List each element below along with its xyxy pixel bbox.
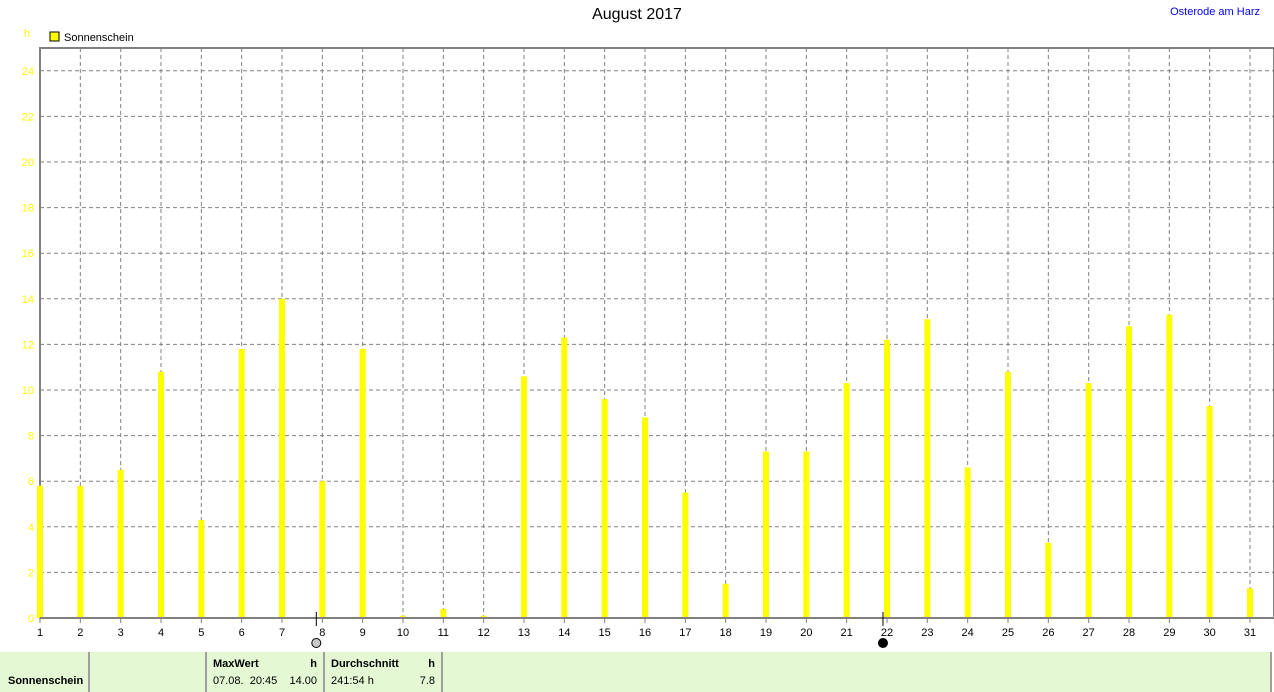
x-tick-label: 5 bbox=[198, 627, 204, 639]
x-tick-label: 29 bbox=[1163, 627, 1175, 639]
y-tick-label: 14 bbox=[22, 294, 34, 306]
x-tick-label: 22 bbox=[881, 627, 893, 639]
bar-day-10 bbox=[400, 615, 406, 618]
y-tick-label: 20 bbox=[22, 157, 34, 169]
bar-day-22 bbox=[884, 339, 890, 618]
x-tick-label: 11 bbox=[438, 627, 449, 639]
bar-day-3 bbox=[117, 469, 124, 618]
y-tick-label: 6 bbox=[28, 476, 34, 488]
full-moon-icon bbox=[311, 638, 322, 648]
x-tick-label: 8 bbox=[319, 627, 325, 639]
max-label: MaxWert bbox=[213, 658, 259, 670]
x-tick-label: 20 bbox=[800, 627, 812, 639]
avg-cell: Durchschnitt h 241:54 h 7.8 bbox=[325, 652, 443, 692]
x-tick-label: 6 bbox=[239, 627, 245, 639]
bar-day-11 bbox=[440, 608, 447, 618]
station-name: Osterode am Harz bbox=[1170, 6, 1260, 18]
max-date: 07.08. 20:45 bbox=[213, 675, 278, 687]
bar-day-29 bbox=[1166, 314, 1173, 618]
bar-day-30 bbox=[1206, 405, 1213, 618]
x-tick-label: 13 bbox=[518, 627, 530, 639]
bar-day-19 bbox=[763, 451, 769, 618]
x-tick-label: 31 bbox=[1244, 627, 1256, 639]
bar-day-17 bbox=[682, 492, 689, 618]
y-tick-label: 22 bbox=[22, 111, 34, 123]
x-tick-label: 16 bbox=[639, 627, 651, 639]
bar-day-31 bbox=[1247, 588, 1253, 618]
x-tick-label: 30 bbox=[1204, 627, 1216, 639]
bar-day-8 bbox=[319, 481, 326, 618]
y-tick-label: 18 bbox=[22, 203, 34, 215]
max-unit: h bbox=[310, 658, 317, 670]
x-tick-label: 15 bbox=[599, 627, 611, 639]
statistics-panel: Sonnenschein MaxWert h 07.08. 20:45 14.0… bbox=[0, 652, 1272, 692]
bar-day-16 bbox=[642, 417, 648, 618]
x-tick-label: 17 bbox=[679, 627, 691, 639]
x-tick-label: 23 bbox=[921, 627, 933, 639]
y-tick-label: 10 bbox=[22, 385, 34, 397]
series-cell: Sonnenschein bbox=[0, 652, 90, 692]
bar-day-23 bbox=[924, 319, 931, 618]
bar-day-13 bbox=[521, 376, 527, 618]
x-tick-label: 18 bbox=[720, 627, 732, 639]
bar-day-2 bbox=[77, 485, 84, 618]
x-tick-label: 24 bbox=[962, 627, 974, 639]
bar-day-15 bbox=[601, 399, 608, 618]
x-tick-label: 27 bbox=[1083, 627, 1095, 639]
x-tick-label: 2 bbox=[77, 627, 83, 639]
y-axis-label: h bbox=[24, 28, 30, 40]
empty-cell bbox=[90, 652, 207, 692]
y-tick-label: 0 bbox=[28, 613, 34, 625]
bar-day-28 bbox=[1126, 326, 1132, 618]
bar-day-26 bbox=[1045, 542, 1052, 618]
y-tick-label: 24 bbox=[22, 66, 34, 78]
avg-unit: h bbox=[428, 658, 435, 670]
chart-title: August 2017 bbox=[592, 6, 682, 23]
avg-label: Durchschnitt bbox=[331, 658, 399, 670]
bar-day-18 bbox=[722, 583, 729, 618]
legend-label: Sonnenschein bbox=[64, 32, 134, 44]
bar-day-27 bbox=[1085, 383, 1092, 618]
x-tick-label: 1 bbox=[37, 627, 43, 639]
x-tick-label: 14 bbox=[558, 627, 570, 639]
x-tick-label: 25 bbox=[1002, 627, 1014, 639]
y-tick-label: 2 bbox=[28, 567, 34, 579]
bar-day-14 bbox=[561, 337, 568, 618]
x-tick-label: 9 bbox=[360, 627, 366, 639]
bar-day-25 bbox=[1005, 371, 1011, 618]
x-tick-label: 21 bbox=[841, 627, 853, 639]
bar-day-6 bbox=[238, 348, 245, 618]
x-tick-label: 10 bbox=[397, 627, 409, 639]
x-tick-label: 7 bbox=[279, 627, 285, 639]
x-tick-label: 12 bbox=[478, 627, 490, 639]
bar-day-9 bbox=[359, 348, 366, 618]
bar-day-21 bbox=[843, 383, 850, 618]
legend-swatch bbox=[49, 31, 60, 42]
y-tick-label: 12 bbox=[22, 339, 34, 351]
new-moon-icon bbox=[877, 638, 888, 648]
bar-day-12 bbox=[480, 615, 487, 618]
avg-total: 241:54 h bbox=[331, 675, 374, 687]
empty-cell bbox=[443, 652, 1272, 692]
y-tick-label: 8 bbox=[28, 431, 34, 443]
bar-day-4 bbox=[158, 371, 164, 618]
bar-day-24 bbox=[964, 467, 971, 618]
x-tick-label: 19 bbox=[760, 627, 772, 639]
max-value: 14.00 bbox=[289, 675, 317, 687]
bar-day-20 bbox=[803, 451, 810, 618]
max-cell: MaxWert h 07.08. 20:45 14.00 bbox=[207, 652, 325, 692]
y-tick-label: 4 bbox=[28, 522, 34, 534]
x-tick-label: 28 bbox=[1123, 627, 1135, 639]
series-name: Sonnenschein bbox=[8, 675, 84, 687]
bar-day-7 bbox=[279, 298, 285, 618]
x-tick-label: 3 bbox=[118, 627, 124, 639]
x-tick-label: 4 bbox=[158, 627, 164, 639]
bar-day-5 bbox=[198, 519, 205, 618]
x-tick-label: 26 bbox=[1042, 627, 1054, 639]
y-tick-label: 16 bbox=[22, 248, 34, 260]
bar-day-1 bbox=[37, 485, 43, 618]
avg-value: 7.8 bbox=[419, 675, 435, 687]
